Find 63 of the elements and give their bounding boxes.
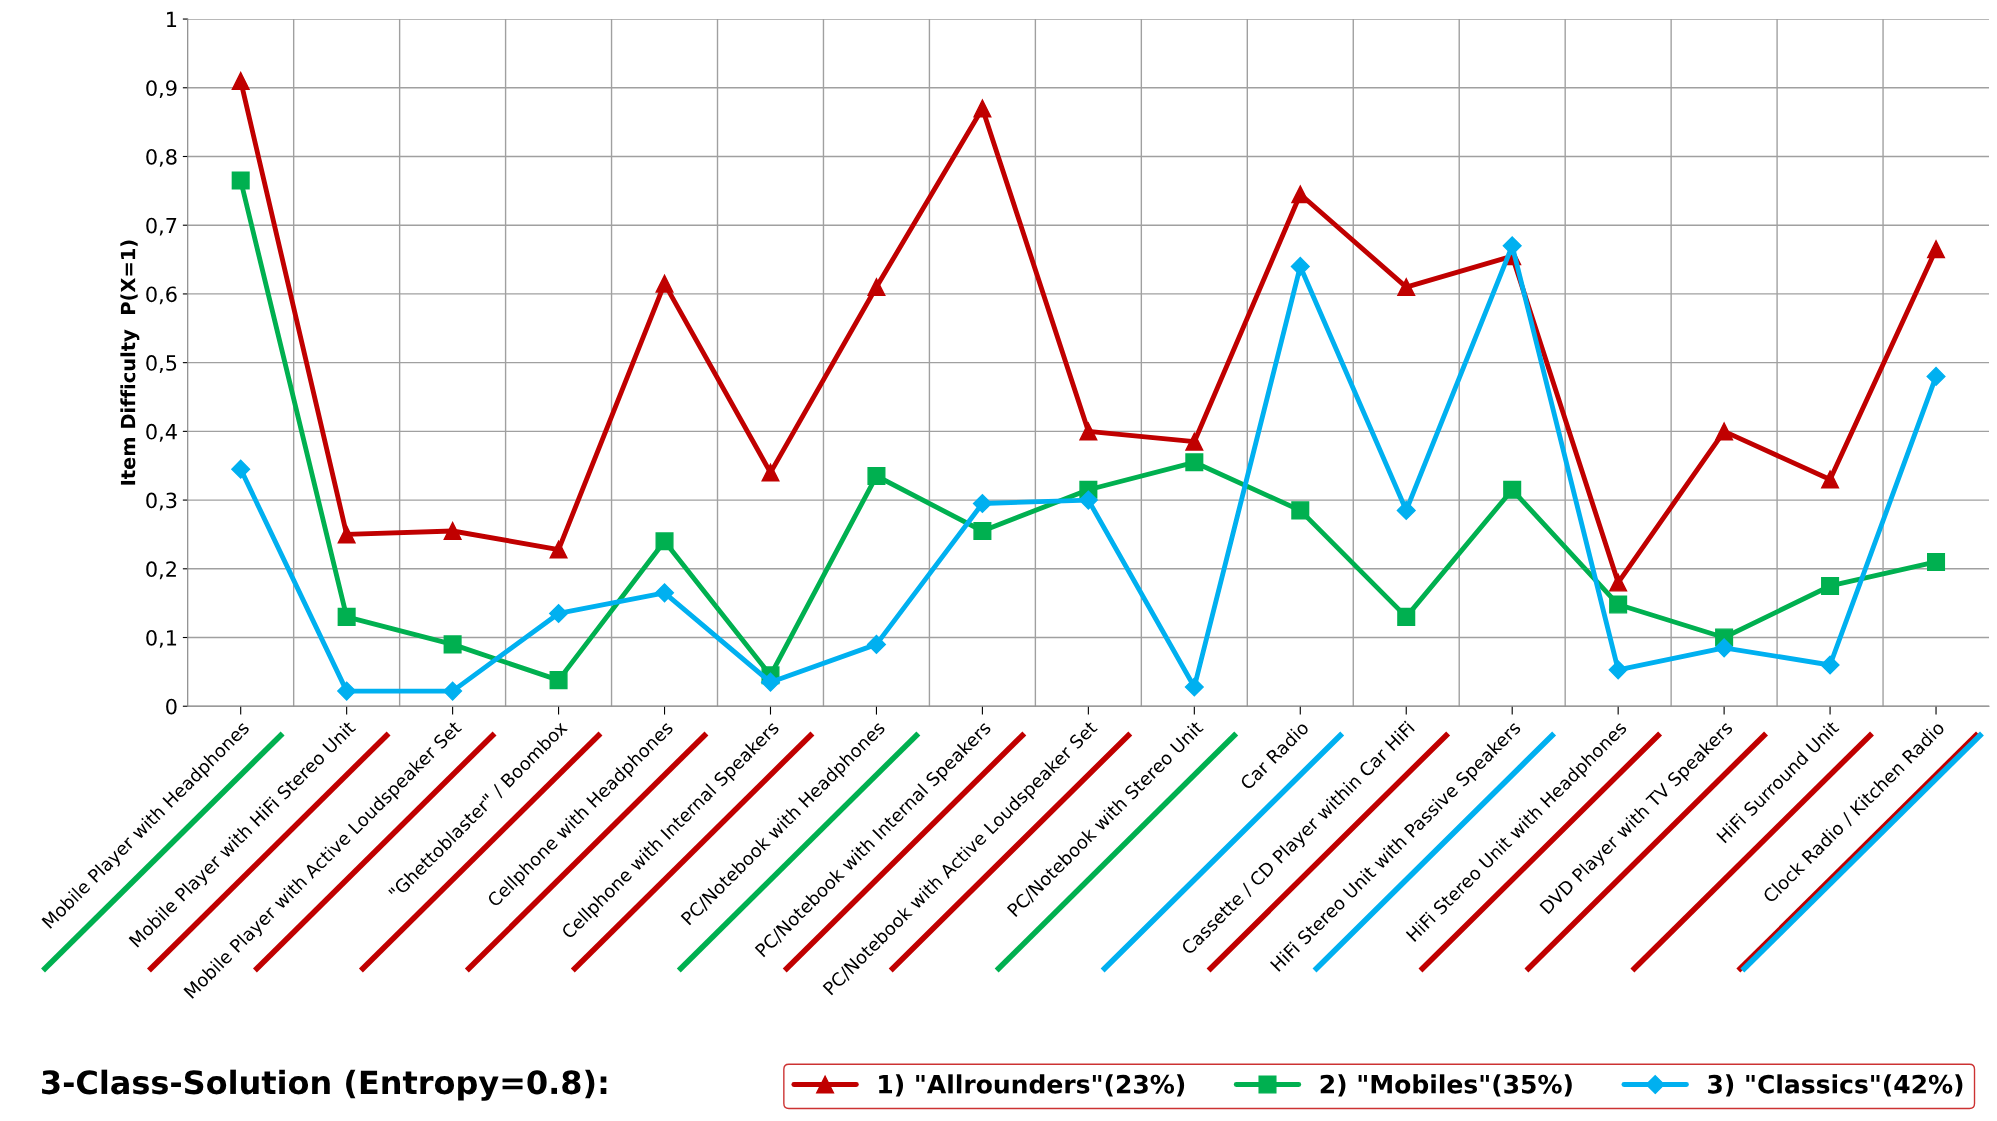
point: [1926, 552, 1946, 571]
y-tick-label: 0,8: [146, 148, 177, 167]
point: [231, 71, 250, 90]
point: [549, 540, 568, 559]
point: [973, 99, 992, 118]
point: [231, 459, 251, 479]
point: [1926, 240, 1946, 259]
point: [549, 603, 569, 623]
point: [866, 634, 886, 654]
point: [655, 274, 674, 293]
legend-label: 2) "Mobiles"(35%): [1320, 1074, 1572, 1097]
point: [1396, 500, 1416, 520]
point: [1821, 576, 1840, 596]
legend-label: 3) "Classics"(42%): [1708, 1074, 1963, 1097]
point: [973, 521, 992, 541]
y-tick-label: 0,1: [146, 629, 177, 648]
point: [1397, 278, 1416, 297]
y-tick-label: 0,5: [146, 355, 177, 373]
y-tick-label: 0,4: [146, 423, 177, 442]
point: [1079, 422, 1098, 441]
point: [443, 635, 462, 654]
point: [1078, 490, 1098, 510]
point: [1397, 607, 1416, 626]
point: [1503, 480, 1522, 499]
point: [1821, 470, 1840, 489]
point: [1184, 677, 1204, 697]
point: [972, 493, 992, 514]
point: [1185, 453, 1204, 472]
y-tick-label: 0,7: [146, 217, 177, 236]
point: [654, 583, 675, 603]
y-tick-label: 0,2: [146, 561, 176, 580]
point: [1502, 236, 1522, 256]
y-tick-label: 1: [167, 11, 177, 27]
point: [1291, 185, 1310, 204]
point: [1185, 432, 1204, 451]
legend-title: 3-Class-Solution (Entropy=0.8):: [42, 1069, 607, 1101]
point: [1820, 655, 1840, 675]
point: [1609, 573, 1628, 592]
point: [1609, 595, 1628, 614]
point: [1608, 660, 1628, 680]
point: [761, 463, 780, 482]
y-tick-label: 0: [166, 698, 177, 715]
point: [443, 681, 463, 701]
point: [1290, 256, 1310, 276]
legend-label: 1) "Allrounders"(23%): [879, 1074, 1185, 1097]
point: [443, 521, 462, 541]
point: [1714, 638, 1734, 658]
y-tick-label: 0,6: [146, 286, 177, 305]
point: [867, 466, 886, 486]
point: [337, 607, 356, 626]
point: [549, 671, 568, 690]
point: [1926, 366, 1946, 386]
point: [1715, 422, 1734, 441]
point: [231, 171, 250, 190]
y-tick-label: 0,3: [146, 492, 177, 511]
y-tick-label: 0,9: [146, 80, 177, 99]
point: [337, 681, 357, 701]
point: [337, 525, 356, 544]
point: [867, 278, 886, 297]
y-axis-title: Item Difficulty P(X=1): [120, 240, 140, 485]
point: [760, 672, 781, 692]
point: [655, 532, 674, 551]
point: [1291, 501, 1310, 520]
